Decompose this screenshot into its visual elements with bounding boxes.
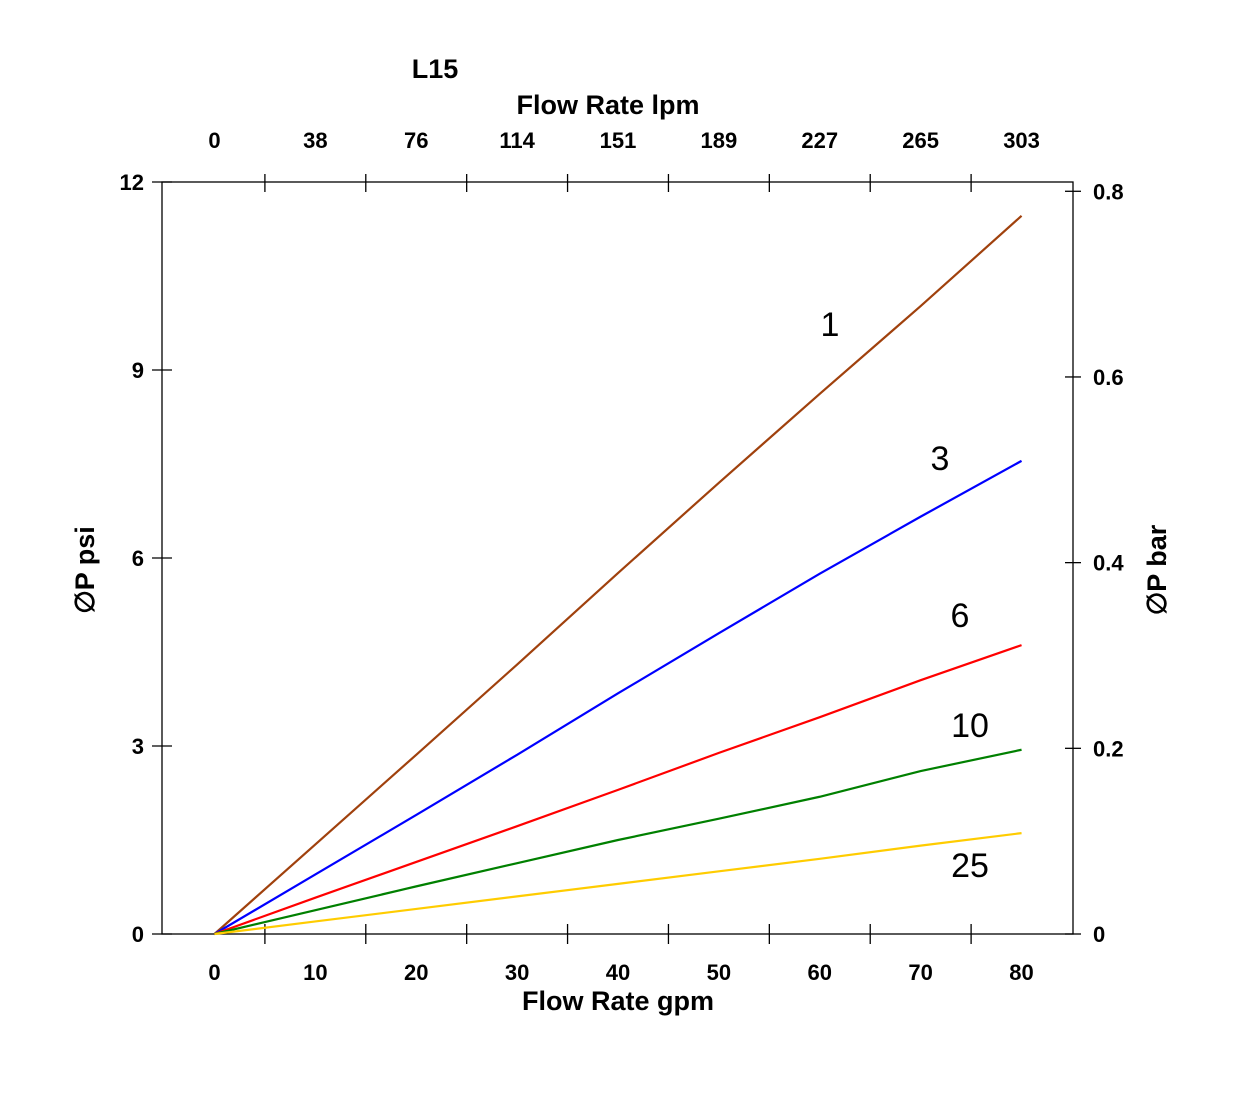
chart-title: L15 [412, 54, 459, 84]
y2-tick-label: 0.6 [1093, 365, 1124, 390]
x2-tick-label: 114 [499, 128, 535, 153]
y-axis-label: ∅P psi [70, 526, 100, 614]
y2-axis-label: ∅P bar [1142, 524, 1172, 615]
x2-tick-label: 189 [701, 128, 738, 153]
x2-axis-label: Flow Rate lpm [516, 90, 699, 120]
series-label-3: 3 [931, 440, 950, 478]
x2-tick-label: 303 [1003, 128, 1040, 153]
x2-tick-label: 76 [404, 128, 428, 153]
series-label-6: 6 [951, 597, 970, 635]
x-tick-label: 10 [303, 960, 327, 985]
y-tick-label: 3 [132, 734, 144, 759]
x2-tick-label: 38 [303, 128, 327, 153]
y2-tick-label: 0.8 [1093, 179, 1124, 204]
x-tick-label: 40 [606, 960, 630, 985]
x2-tick-label: 0 [208, 128, 220, 153]
series-label-25: 25 [951, 847, 989, 885]
x-tick-label: 0 [208, 960, 220, 985]
x2-tick-label: 151 [600, 128, 637, 153]
series-label-10: 10 [951, 707, 989, 745]
y2-tick-label: 0.4 [1093, 551, 1124, 576]
y2-tick-label: 0.2 [1093, 736, 1124, 761]
x2-tick-label: 265 [902, 128, 939, 153]
y-tick-label: 0 [132, 922, 144, 947]
x-tick-label: 80 [1009, 960, 1033, 985]
y-tick-label: 6 [132, 546, 144, 571]
series-line-10 [214, 748, 1022, 936]
series-line-1 [213, 215, 1023, 935]
x-tick-label: 50 [707, 960, 731, 985]
x-tick-label: 60 [808, 960, 832, 985]
y2-tick-label: 0 [1093, 922, 1105, 947]
series-label-1: 1 [821, 306, 840, 344]
y-tick-label: 12 [120, 170, 144, 195]
x-axis-label: Flow Rate gpm [522, 986, 714, 1016]
series-line-3 [213, 459, 1023, 935]
plot-frame [161, 181, 1074, 935]
series-line-25 [214, 832, 1022, 936]
x-tick-label: 20 [404, 960, 428, 985]
x2-tick-label: 227 [801, 128, 838, 153]
x-tick-label: 30 [505, 960, 529, 985]
y-tick-label: 9 [132, 358, 144, 383]
series-line-6 [214, 644, 1022, 936]
x-tick-label: 70 [908, 960, 932, 985]
